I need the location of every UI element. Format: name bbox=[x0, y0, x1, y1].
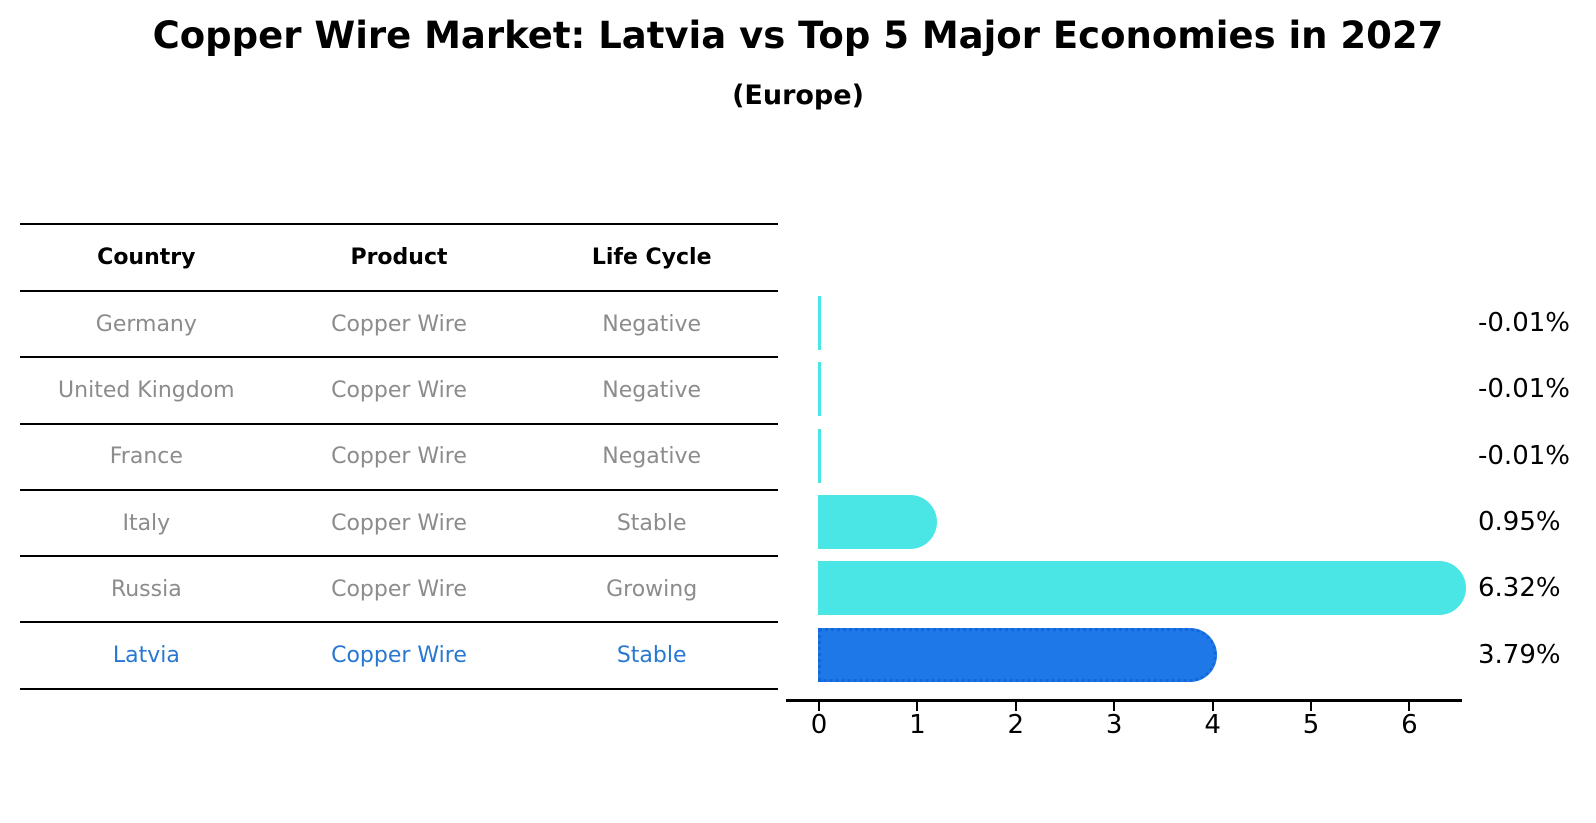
x-axis-tick bbox=[1408, 702, 1411, 711]
table-header-row: Country Product Life Cycle bbox=[20, 225, 778, 292]
header-cell-product: Product bbox=[350, 245, 448, 270]
bar-italy bbox=[818, 495, 938, 550]
page-title: Copper Wire Market: Latvia vs Top 5 Majo… bbox=[152, 14, 1444, 57]
x-axis-tick bbox=[1014, 702, 1017, 711]
cell-country: United Kingdom bbox=[58, 377, 235, 403]
bar-united-kingdom bbox=[818, 362, 821, 417]
x-axis-tick bbox=[818, 702, 820, 711]
cell-life-cycle: Stable bbox=[616, 510, 687, 536]
value-label: -0.01% bbox=[1478, 308, 1570, 339]
table-row: Latvia Copper Wire Stable bbox=[20, 623, 778, 690]
x-axis-tick-label: 4 bbox=[1204, 710, 1221, 740]
cell-life-cycle: Negative bbox=[602, 444, 702, 470]
cell-life-cycle: Stable bbox=[616, 643, 687, 669]
table-row: United Kingdom Copper Wire Negative bbox=[20, 358, 778, 425]
x-axis-tick-label: 3 bbox=[1105, 710, 1123, 740]
cell-product: Copper Wire bbox=[331, 377, 467, 403]
cell-product: Copper Wire bbox=[331, 444, 467, 470]
cell-country: Russia bbox=[110, 576, 182, 602]
x-axis-tick-label: 5 bbox=[1302, 710, 1320, 740]
x-axis-tick bbox=[1113, 702, 1116, 711]
value-label: -0.01% bbox=[1478, 374, 1570, 405]
cell-country: Italy bbox=[122, 510, 171, 536]
cell-country: France bbox=[109, 444, 183, 470]
cell-life-cycle: Negative bbox=[602, 311, 702, 337]
x-axis-tick bbox=[1310, 702, 1312, 711]
header-cell-country: Country bbox=[97, 245, 196, 270]
bar-russia bbox=[818, 561, 1466, 616]
value-label: -0.01% bbox=[1478, 440, 1570, 471]
x-axis-tick-label: 2 bbox=[1007, 710, 1025, 740]
cell-product: Copper Wire bbox=[331, 576, 467, 602]
x-axis-line bbox=[786, 699, 1462, 702]
table-row: Germany Copper Wire Negative bbox=[20, 292, 778, 359]
bar-latvia bbox=[818, 627, 1217, 682]
x-axis-tick-label: 1 bbox=[909, 710, 926, 740]
header-cell-life-cycle: Life Cycle bbox=[591, 245, 712, 270]
cell-life-cycle: Negative bbox=[602, 377, 702, 403]
x-axis-tick-label: 6 bbox=[1401, 710, 1418, 740]
cell-life-cycle: Growing bbox=[606, 576, 698, 602]
value-label: 0.95% bbox=[1478, 507, 1561, 538]
bar-germany bbox=[818, 296, 821, 351]
value-label: 6.32% bbox=[1478, 573, 1561, 604]
cell-product: Copper Wire bbox=[331, 311, 467, 337]
value-label: 3.79% bbox=[1478, 639, 1561, 670]
cell-country: Latvia bbox=[112, 643, 180, 669]
table-row: Italy Copper Wire Stable bbox=[20, 491, 778, 558]
table-row: France Copper Wire Negative bbox=[20, 425, 778, 491]
x-axis-tick bbox=[916, 702, 919, 711]
cell-product: Copper Wire bbox=[331, 643, 467, 669]
table-row: Russia Copper Wire Growing bbox=[20, 557, 778, 624]
cell-product: Copper Wire bbox=[331, 510, 467, 536]
x-axis-tick bbox=[1211, 702, 1214, 711]
x-axis-tick-label: 0 bbox=[810, 710, 828, 740]
cell-country: Germany bbox=[95, 311, 197, 337]
page-subtitle: (Europe) bbox=[732, 80, 864, 111]
data-table: Country Product Life Cycle Germany Coppe… bbox=[20, 223, 778, 690]
bar-france bbox=[818, 428, 821, 483]
table-body: Germany Copper Wire Negative United King… bbox=[20, 292, 778, 690]
